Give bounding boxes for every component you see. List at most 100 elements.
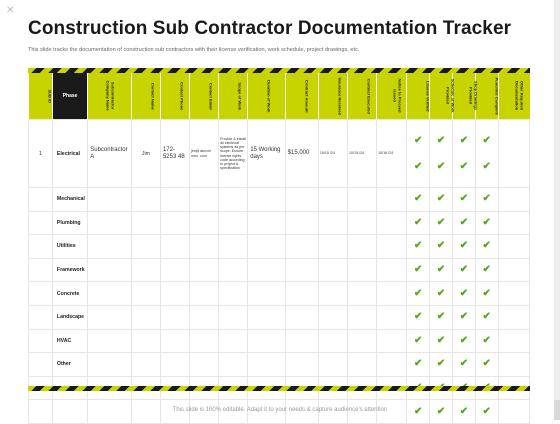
empty-cell — [376, 328, 408, 354]
check-cell: ✔ — [406, 187, 431, 212]
check-cell: ✔ — [429, 281, 453, 306]
phase-cell: Utilities — [51, 234, 89, 259]
check-cell: ✔ — [429, 187, 453, 212]
page-title: Construction Sub Contractor Documentatio… — [28, 18, 512, 39]
checkmark-icon: ✔ — [482, 405, 491, 417]
check-cell: ✔ — [451, 210, 476, 236]
scope-cell: Provide & install all electrical systems… — [218, 119, 249, 188]
empty-cell — [159, 304, 191, 330]
phase-cell: Electrical — [51, 119, 89, 188]
phase-cell: Framework — [51, 257, 89, 283]
check-cell: ✔ — [451, 281, 476, 306]
column-header: Punchlist Complete — [474, 73, 500, 120]
column-header: Insurance Received — [317, 73, 348, 120]
empty-cell — [159, 257, 191, 283]
check-cell: ✔ — [406, 352, 431, 377]
check-cell: ✔ — [451, 352, 476, 377]
check-cell: ✔ ✔ — [474, 119, 499, 188]
column-header: Phase — [51, 73, 88, 120]
footer-note: This slide is 100% editable. Adapt it to… — [172, 407, 388, 413]
empty-cell — [87, 281, 132, 306]
checkmark-icon: ✔ — [482, 193, 491, 205]
notice-cell: 10/16 /24 — [376, 119, 408, 188]
page-subtitle: This slide tracks the documentation of c… — [28, 47, 360, 53]
phase-cell: Plumbing — [51, 210, 89, 236]
empty-cell — [87, 257, 132, 283]
empty-cell — [317, 210, 349, 236]
checkmark-icon: ✔ — [459, 264, 469, 276]
empty-cell — [247, 210, 286, 236]
empty-cell — [218, 210, 249, 236]
check-cell: ✔ — [429, 304, 453, 330]
check-cell: ✔ — [406, 281, 431, 306]
other-doc-cell — [497, 304, 531, 330]
check-cell: ✔ — [429, 257, 453, 283]
check-cell: ✔ ✔ — [451, 119, 476, 188]
empty-cell — [159, 210, 191, 236]
empty-cell — [376, 257, 408, 283]
empty-cell — [284, 210, 319, 236]
check-cell: ✔ — [451, 187, 476, 212]
empty-cell — [376, 187, 408, 212]
checkmark-icon: ✔ — [482, 358, 491, 370]
table-row: Mechanical ✔ ✔ ✔ ✔ — [28, 187, 531, 212]
right-scrollbar[interactable] — [554, 0, 560, 420]
column-header-label: Contact Name — [150, 82, 156, 110]
table-row: 1 Electrical Subcontractor A Jim 172-5253 48… — [28, 119, 531, 188]
column-header-label: SUB ID — [47, 89, 53, 103]
empty-cell — [317, 328, 349, 354]
column-header: SUB ID — [28, 73, 53, 120]
checkmark-icon: ✔ — [436, 160, 446, 172]
checkmark-icon: ✔ — [413, 287, 423, 299]
checkmark-icon: ✔ — [482, 160, 491, 172]
column-header: Notice to Proceed Issued — [376, 73, 407, 120]
checkmark-icon: ✔ — [413, 216, 423, 228]
sub-id-cell — [28, 257, 53, 283]
empty-cell — [284, 281, 319, 306]
hazard-stripe-top — [28, 68, 530, 73]
empty-cell — [247, 257, 286, 283]
check-cell: ✔ — [406, 210, 431, 236]
checkmark-icon: ✔ — [459, 287, 469, 299]
check-cell: ✔ — [474, 352, 499, 377]
empty-cell — [317, 281, 349, 306]
sub-id-cell: 1 — [28, 119, 53, 188]
checkmark-icon: ✔ — [436, 287, 446, 299]
empty-cell — [87, 328, 132, 354]
check-cell: ✔ — [406, 304, 431, 330]
scroll-thumb[interactable] — [554, 400, 560, 420]
checkmark-icon: ✔ — [413, 358, 423, 370]
column-header-label: License Verified — [425, 80, 431, 112]
check-cell: ✔ — [474, 328, 499, 354]
column-header: Scope of Work — [218, 73, 248, 120]
checkmark-icon: ✔ — [436, 311, 446, 323]
check-cell: ✔ — [474, 304, 499, 330]
check-cell: ✔ — [406, 234, 431, 259]
checkmark-icon: ✔ — [482, 240, 491, 252]
empty-cell — [218, 304, 249, 330]
column-header-label: Punchlist Complete — [494, 77, 500, 115]
column-header-label: Shop Drawings Provided — [468, 81, 479, 111]
column-header: Shop Drawings Provided — [451, 73, 479, 120]
column-header-label: Contact Email — [208, 82, 214, 110]
empty-cell — [317, 234, 349, 259]
empty-cell — [130, 304, 161, 330]
column-header-label: Contract Amount — [303, 79, 309, 113]
column-header-label: Duration of Work — [266, 79, 272, 113]
empty-cell — [87, 304, 132, 330]
column-header-label: Contract Executed — [366, 78, 372, 114]
check-cell: ✔ — [429, 234, 453, 259]
checkmark-icon: ✔ — [459, 358, 469, 370]
empty-cell — [189, 352, 220, 377]
empty-cell — [346, 257, 378, 283]
checkmark-icon: ✔ — [436, 264, 446, 276]
empty-cell — [159, 328, 191, 354]
empty-cell — [159, 352, 191, 377]
empty-cell — [376, 352, 408, 377]
check-cell: ✔ — [451, 234, 476, 259]
empty-cell — [189, 281, 220, 306]
checkmark-icon: ✔ — [482, 311, 491, 323]
empty-cell — [130, 187, 161, 212]
phase-cell: Concrete — [51, 281, 89, 306]
other-doc-cell — [497, 187, 531, 212]
